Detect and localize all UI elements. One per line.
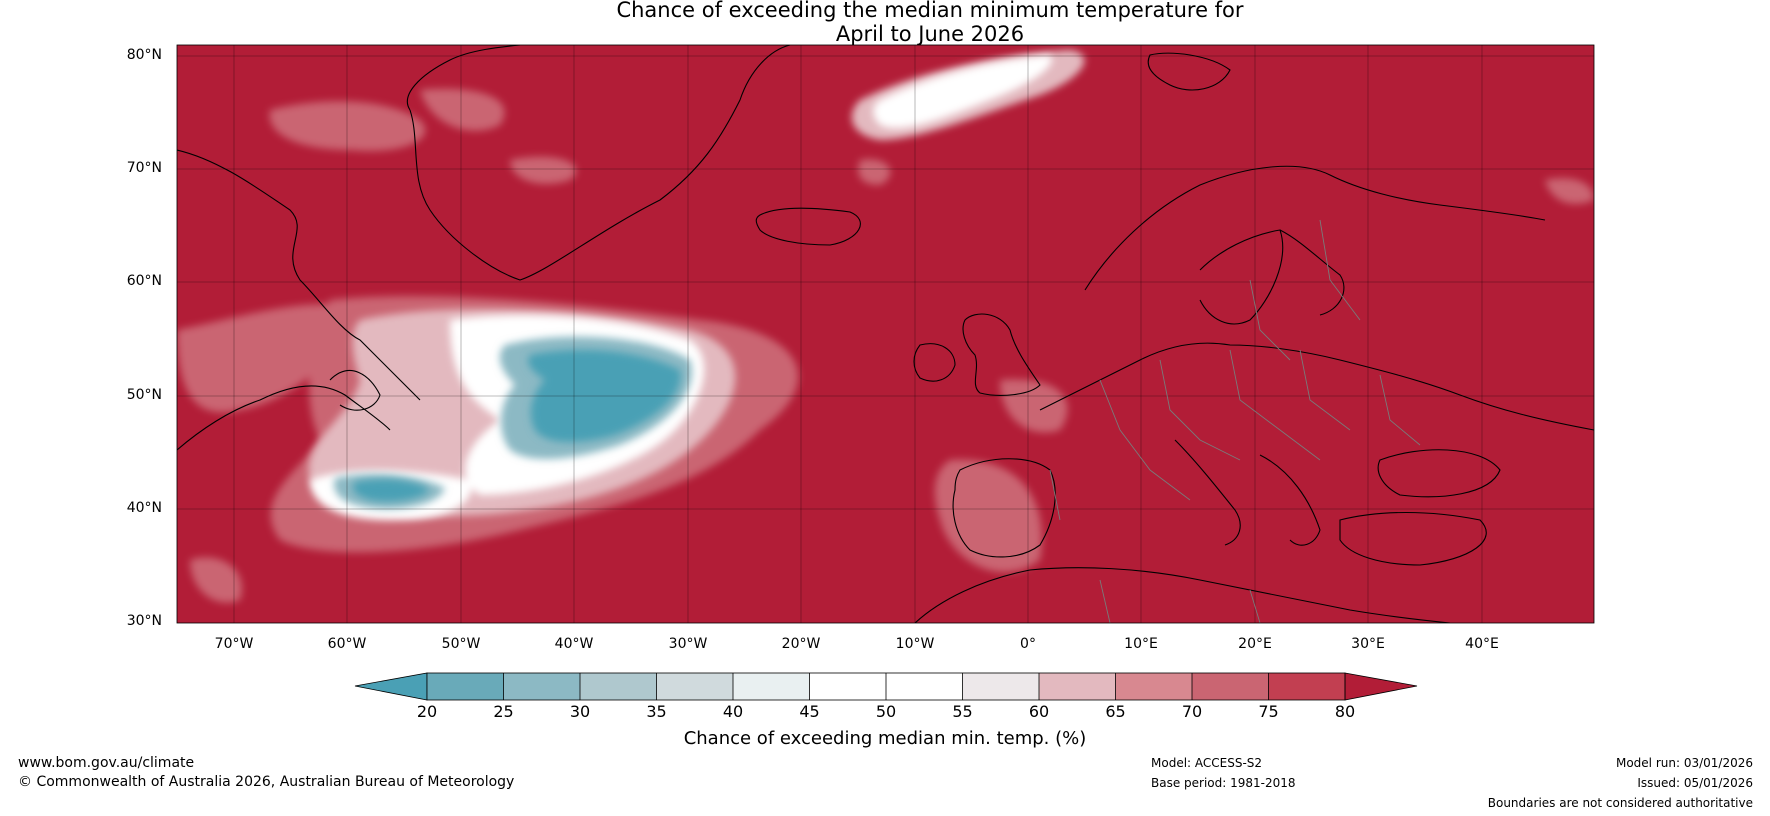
lat-label-80n: 80°N [126, 47, 162, 63]
lon-label-60w: 60°W [327, 636, 367, 652]
colorbar-segment-60-65 [1039, 673, 1116, 700]
map-title-line1: Chance of exceeding the median minimum t… [616, 0, 1244, 22]
lon-label-70w: 70°W [214, 636, 254, 652]
coastlines [177, 45, 1594, 623]
colorbar-segment-55-60 [962, 673, 1039, 700]
colorbar-tick-80: 80 [1334, 702, 1356, 721]
colorbar-tick-35: 35 [646, 702, 667, 721]
colorbar-tick-55: 55 [952, 702, 973, 721]
colorbar-segment-75-80 [1268, 673, 1345, 700]
country-borders [1049, 219, 1421, 623]
boundaries-disclaimer: Boundaries are not considered authoritat… [1487, 796, 1753, 810]
colorbar-tick-65: 65 [1105, 702, 1126, 721]
lon-label-20w: 20°W [781, 636, 821, 652]
lon-label-50w: 50°W [441, 636, 481, 652]
lon-label-10w: 10°W [895, 636, 935, 652]
issued-date: Issued: 05/01/2026 [1637, 776, 1753, 790]
colorbar-segment-50-55 [886, 673, 963, 700]
colorbar-high-arrow [1344, 672, 1418, 701]
colorbar-segment-70-75 [1192, 673, 1269, 700]
colorbar-segment-30-35 [580, 673, 657, 700]
lon-label-30e: 30°E [1351, 636, 1385, 652]
copyright: © Commonwealth of Australia 2026, Austra… [18, 774, 515, 790]
colorbar-tick-50: 50 [875, 702, 897, 721]
lon-label-20e: 20°E [1238, 636, 1272, 652]
lat-label-40n: 40°N [126, 500, 162, 516]
model-run-date: Model run: 03/01/2026 [1615, 756, 1753, 770]
lon-label-40e: 40°E [1465, 636, 1499, 652]
lon-label-10e: 10°E [1124, 636, 1158, 652]
lat-label-60n: 60°N [126, 273, 162, 289]
probability-below-25-regions [353, 350, 681, 502]
colorbar-tick-45: 45 [799, 702, 820, 721]
colorbar-segment-35-40 [656, 673, 733, 700]
base-period: Base period: 1981-2018 [1151, 776, 1296, 790]
website-url: www.bom.gov.au/climate [18, 755, 195, 771]
colorbar-tick-30: 30 [569, 702, 591, 721]
colorbar-segment-65-70 [1115, 673, 1192, 700]
lon-label-0: 0° [1020, 636, 1036, 652]
colorbar-low-arrow [354, 672, 428, 701]
colorbar-segment-25-30 [503, 673, 580, 700]
map-title-line2: April to June 2026 [835, 22, 1025, 46]
lon-label-30w: 30°W [668, 636, 708, 652]
colorbar-segment-20-25 [427, 673, 504, 700]
colorbar-tick-40: 40 [722, 702, 744, 721]
lat-label-30n: 30°N [126, 613, 162, 629]
colorbar-segment-45-50 [809, 673, 886, 700]
lon-label-40w: 40°W [554, 636, 594, 652]
colorbar-tick-60: 60 [1028, 702, 1050, 721]
colorbar-segment-40-45 [733, 673, 810, 700]
colorbar-tick-75: 75 [1258, 702, 1279, 721]
model-name: Model: ACCESS-S2 [1151, 756, 1263, 770]
colorbar-tick-20: 20 [416, 702, 438, 721]
colorbar-tick-70: 70 [1181, 702, 1203, 721]
lat-label-50n: 50°N [126, 387, 162, 403]
map-gridlines [177, 45, 1594, 623]
lat-label-70n: 70°N [126, 160, 162, 176]
colorbar-label: Chance of exceeding median min. temp. (%… [683, 728, 1087, 749]
colorbar-tick-25: 25 [493, 702, 514, 721]
